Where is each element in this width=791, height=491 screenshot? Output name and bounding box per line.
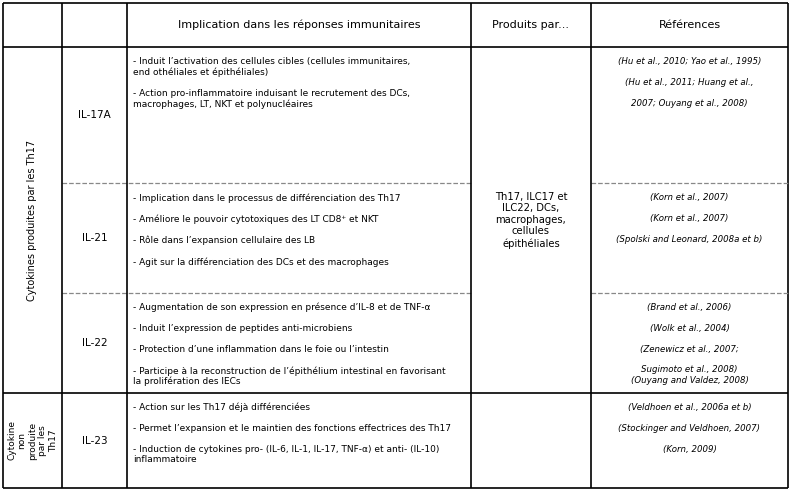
Text: Produits par...: Produits par... [493, 20, 570, 30]
Text: Cytokine
non
produite
par les
Th17: Cytokine non produite par les Th17 [7, 420, 58, 461]
Text: - Implication dans le processus de différenciation des Th17

- Améliore le pouvo: - Implication dans le processus de diffé… [133, 193, 400, 267]
Text: - Augmentation de son expression en présence d’IL-8 et de TNF-α

- Induit l’expr: - Augmentation de son expression en prés… [133, 303, 445, 386]
Text: IL-23: IL-23 [81, 436, 108, 445]
Text: (Brand et al., 2006)

(Wolk et al., 2004)

(Zenewicz et al., 2007;

Sugimoto et : (Brand et al., 2006) (Wolk et al., 2004)… [630, 303, 748, 385]
Text: Implication dans les réponses immunitaires: Implication dans les réponses immunitair… [178, 20, 420, 30]
Text: IL-17A: IL-17A [78, 110, 111, 120]
Text: (Veldhoen et al., 2006a et b)

(Stockinger and Veldhoen, 2007)

(Korn, 2009): (Veldhoen et al., 2006a et b) (Stockinge… [619, 403, 760, 454]
Text: IL-22: IL-22 [81, 338, 108, 348]
Text: - Action sur les Th17 déjà différenciées

- Permet l’expansion et le maintien de: - Action sur les Th17 déjà différenciées… [133, 403, 451, 464]
Text: Références: Références [658, 20, 721, 30]
Text: IL-21: IL-21 [81, 233, 108, 243]
Text: Th17, ILC17 et
ILC22, DCs,
macrophages,
cellules
épithéliales: Th17, ILC17 et ILC22, DCs, macrophages, … [494, 191, 567, 248]
Text: (Korn et al., 2007)

(Korn et al., 2007)

(Spolski and Leonard, 2008a et b): (Korn et al., 2007) (Korn et al., 2007) … [616, 193, 763, 244]
Text: Cytokines produites par les Th17: Cytokines produites par les Th17 [28, 139, 37, 300]
Text: - Induit l’activation des cellules cibles (cellules immunitaires,
end othéliales: - Induit l’activation des cellules cible… [133, 57, 411, 109]
Text: (Hu et al., 2010; Yao et al., 1995)

(Hu et al., 2011; Huang et al.,

2007; Ouya: (Hu et al., 2010; Yao et al., 1995) (Hu … [618, 57, 761, 108]
